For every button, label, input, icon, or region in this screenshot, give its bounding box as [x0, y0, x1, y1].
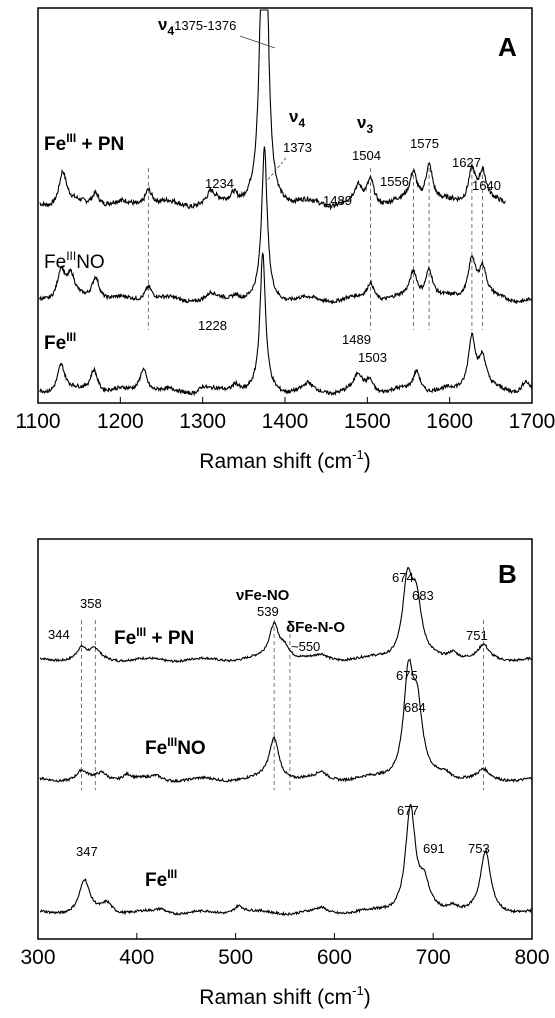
- panel-b-peak-label: 344: [48, 627, 70, 642]
- panel-b-nu-fe-no-label: νFe-NO: [236, 587, 290, 604]
- panel-b-label: B: [498, 559, 517, 589]
- panel-a-peak-label: 1234: [205, 176, 234, 191]
- x-tick-label: 1700: [509, 410, 555, 433]
- x-tick-label: 1500: [344, 410, 391, 433]
- x-tick-label: 700: [416, 946, 451, 969]
- panel-b-series-label-fe-no: FeIIINO: [145, 735, 206, 759]
- series-line: [39, 251, 533, 397]
- panel-a-x-ticks: 1100 1200 1300 1400 1500 1600 1700: [15, 397, 555, 433]
- x-tick-label: 1600: [426, 410, 473, 433]
- panel-b-peak-label: 691: [423, 841, 445, 856]
- panel-a-nu3-label: ν3: [357, 113, 373, 136]
- panel-a-peak-label: 1489: [342, 332, 371, 347]
- panel-a-1373-leader: [265, 157, 287, 183]
- panel-b-peak-label: 751: [466, 628, 488, 643]
- panel-b-frame: [37, 538, 533, 940]
- panel-b-series-label-fe-pn: FeIII + PN: [114, 625, 194, 649]
- panel-a-peak-label: 1489: [323, 193, 352, 208]
- panel-a-nu4-top-label: ν41375-1376: [158, 15, 236, 38]
- panel-a-series: [39, 9, 533, 397]
- panel-a-peak-label: 1575: [410, 136, 439, 151]
- series-line: [39, 658, 533, 783]
- panel-a-frame: [37, 7, 533, 404]
- x-tick-label: 800: [514, 946, 549, 969]
- panel-b-peak-label: ~550: [291, 639, 320, 654]
- panel-a-series-label-fe: FeIII: [44, 330, 76, 354]
- panel-b-x-axis-label: Raman shift (cm-1): [199, 983, 370, 1009]
- panel-b: 300 400 500 600 700 800 B FeIII + PN FeIIINO …: [20, 538, 550, 1009]
- panel-a-peak-label: 1504: [352, 148, 381, 163]
- panel-a-peak-label: 1556: [380, 174, 409, 189]
- panel-b-peak-label: 684: [404, 700, 426, 715]
- x-tick-label: 1400: [262, 410, 309, 433]
- panel-a-peak-label: 1503: [358, 350, 387, 365]
- panel-a-series-label-fe-no: FeIIINO: [44, 249, 105, 273]
- panel-b-peak-label: 753: [468, 841, 490, 856]
- panel-b-delta-fe-n-o-label: δFe-N-O: [286, 619, 345, 636]
- panel-b-peak-label: 683: [412, 588, 434, 603]
- x-tick-label: 300: [20, 946, 55, 969]
- panel-a-x-axis-label: Raman shift (cm-1): [199, 447, 370, 473]
- panel-a-peak-label: 1373: [283, 140, 312, 155]
- panel-b-series-label-fe: FeIII: [145, 867, 177, 891]
- series-line: [40, 803, 533, 917]
- panel-b-peak-label: 677: [397, 803, 419, 818]
- panel-a-series-label-fe-pn: FeIII + PN: [44, 131, 124, 155]
- series-line: [39, 146, 532, 305]
- x-tick-label: 600: [317, 946, 352, 969]
- panel-a-peak-label: 1627: [452, 155, 481, 170]
- panel-b-peak-label: 675: [396, 668, 418, 683]
- x-tick-label: 1100: [15, 410, 60, 433]
- x-tick-label: 500: [218, 946, 253, 969]
- panel-b-series: [39, 566, 533, 917]
- series-line: [39, 9, 506, 211]
- x-tick-label: 400: [119, 946, 154, 969]
- panel-a-dashed-guides: [147, 168, 484, 330]
- panel-b-x-ticks: 300 400 500 600 700 800: [20, 933, 550, 969]
- panel-a-peak-label: 1228: [198, 318, 227, 333]
- x-tick-label: 1200: [97, 410, 144, 433]
- panel-a-nu4-top-leader: [239, 35, 276, 49]
- panel-b-peak-label: 358: [80, 596, 102, 611]
- panel-b-peak-label: 539: [257, 604, 279, 619]
- panel-b-peak-label: 347: [76, 844, 98, 859]
- panel-b-peak-label: 674: [392, 570, 414, 585]
- panel-a-peak-label: 1640: [472, 178, 501, 193]
- panel-a-nu4-mid-label: ν4: [289, 107, 305, 130]
- series-line: [39, 566, 532, 664]
- panel-a: 1100 1200 1300 1400 1500 1600 1700 A FeIII + P…: [15, 7, 555, 473]
- panel-a-label: A: [498, 32, 517, 62]
- x-tick-label: 1300: [179, 410, 226, 433]
